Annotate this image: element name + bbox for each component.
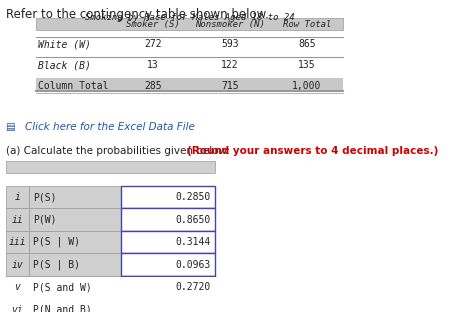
Bar (29, 231, 121, 253)
Bar (6, 231, 29, 253)
Bar (29, 208, 121, 231)
Text: P(S | W): P(S | W) (34, 237, 81, 247)
Text: 0.3144: 0.3144 (175, 237, 211, 247)
Text: (a) Calculate the probabilities given below:: (a) Calculate the probabilities given be… (6, 146, 233, 156)
Text: P(S): P(S) (34, 192, 57, 202)
Text: v: v (15, 282, 20, 292)
Text: Smoker (S): Smoker (S) (126, 20, 180, 29)
Text: P(S and W): P(S and W) (34, 282, 92, 292)
Bar (36, 37, 343, 51)
Text: 0.0963: 0.0963 (175, 260, 211, 270)
Text: i: i (15, 192, 20, 202)
Text: iv: iv (11, 260, 23, 270)
Bar (121, 253, 215, 276)
Bar (29, 299, 121, 312)
Text: ii: ii (11, 215, 23, 225)
Text: ▤: ▤ (6, 122, 18, 132)
Text: Click here for the Excel Data File: Click here for the Excel Data File (25, 122, 195, 132)
Bar (121, 299, 215, 312)
Bar (121, 231, 215, 253)
Text: 285: 285 (144, 81, 162, 91)
Bar (29, 276, 121, 299)
Text: Smoking by Race for Males Aged 18 to 24: Smoking by Race for Males Aged 18 to 24 (85, 13, 294, 22)
Text: 0.2850: 0.2850 (175, 192, 211, 202)
Text: P(N and B): P(N and B) (34, 305, 92, 312)
Bar (36, 17, 343, 30)
Text: Refer to the contingency table shown below.: Refer to the contingency table shown bel… (6, 8, 269, 21)
Text: Black (B): Black (B) (38, 60, 91, 70)
Text: 0.8650: 0.8650 (175, 215, 211, 225)
Bar (36, 58, 343, 71)
Bar (6, 253, 29, 276)
Text: iii: iii (9, 237, 26, 247)
Bar (29, 186, 121, 208)
Text: vi: vi (11, 305, 23, 312)
Text: Row Total: Row Total (283, 20, 331, 29)
Bar (121, 186, 215, 208)
Bar (121, 208, 215, 231)
Text: Nonsmoker (N): Nonsmoker (N) (195, 20, 265, 29)
Text: 865: 865 (298, 39, 316, 49)
Text: White (W): White (W) (38, 39, 91, 49)
Bar (121, 276, 215, 299)
Bar (6, 208, 29, 231)
Bar (36, 78, 343, 92)
Text: 122: 122 (221, 60, 239, 70)
Text: P(S | B): P(S | B) (34, 260, 81, 270)
Text: 715: 715 (221, 81, 239, 91)
Bar (29, 253, 121, 276)
Text: 593: 593 (221, 39, 239, 49)
Bar (6, 276, 29, 299)
Bar (6, 299, 29, 312)
Text: Column Total: Column Total (38, 81, 108, 91)
Text: P(W): P(W) (34, 215, 57, 225)
Text: 135: 135 (298, 60, 316, 70)
Text: 1,000: 1,000 (292, 81, 322, 91)
Text: 13: 13 (147, 60, 159, 70)
Text: 0.2720: 0.2720 (175, 282, 211, 292)
Text: (Round your answers to 4 decimal places.): (Round your answers to 4 decimal places.… (187, 146, 438, 156)
Bar (6, 161, 215, 173)
Bar (6, 186, 29, 208)
Text: 272: 272 (144, 39, 162, 49)
